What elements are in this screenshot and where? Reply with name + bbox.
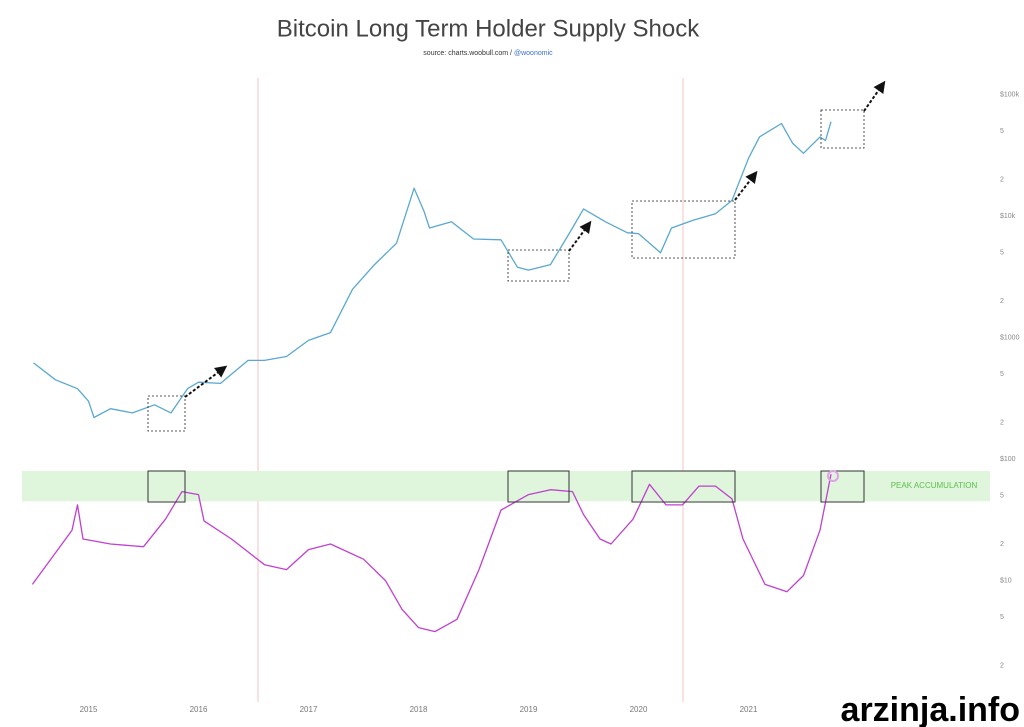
x-tick-label: 2021 bbox=[740, 705, 758, 714]
arrow bbox=[184, 365, 228, 398]
y-tick-label: 2 bbox=[1000, 541, 1004, 548]
series-line bbox=[33, 121, 832, 419]
y-tick-label: 5 bbox=[1000, 493, 1004, 500]
y-tick-label: $100k bbox=[1000, 92, 1020, 99]
source: source: charts.woobull.com / bbox=[423, 50, 512, 57]
y-tick-label: 5 bbox=[1000, 128, 1004, 135]
box bbox=[820, 470, 865, 503]
highlight bbox=[827, 470, 839, 482]
y-tick-label: $10k bbox=[1000, 213, 1016, 220]
y-tick-label: 5 bbox=[1000, 371, 1004, 378]
watermark: arzinja.info bbox=[841, 691, 1020, 727]
arrows bbox=[184, 80, 886, 398]
y-tick-label: 2 bbox=[1000, 662, 1004, 669]
y-tick-label: $1000 bbox=[1000, 335, 1020, 342]
x-tick-label: 2019 bbox=[520, 705, 538, 714]
arrow bbox=[568, 220, 592, 252]
price-boxes bbox=[147, 109, 865, 432]
peak-band bbox=[22, 470, 990, 502]
y-tick-label: 2 bbox=[1000, 419, 1004, 426]
x-tick-label: 2015 bbox=[80, 705, 98, 714]
box bbox=[507, 470, 570, 503]
y-tick-label: 2 bbox=[1000, 177, 1004, 184]
y-tick-label: $100 bbox=[1000, 456, 1016, 463]
y-tick-label: $10 bbox=[1000, 577, 1012, 584]
y-tick-label: 2 bbox=[1000, 298, 1004, 305]
box bbox=[147, 470, 186, 503]
source-link: @woonomic bbox=[514, 50, 553, 57]
y-tick-label: 5 bbox=[1000, 250, 1004, 257]
arrow bbox=[863, 80, 886, 112]
indicator-boxes bbox=[147, 470, 865, 503]
box bbox=[820, 109, 865, 149]
box bbox=[507, 249, 570, 282]
x-tick-label: 2018 bbox=[410, 705, 428, 714]
x-tick-label: 2017 bbox=[300, 705, 318, 714]
chart-title: Bitcoin Long Term Holder Supply Shock bbox=[277, 15, 700, 42]
series-line bbox=[31, 474, 832, 633]
x-tick-label: 2016 bbox=[190, 705, 208, 714]
y-tick-label: 5 bbox=[1000, 614, 1004, 621]
band-label: PEAK ACCUMULATION bbox=[891, 481, 978, 490]
x-tick-label: 2020 bbox=[630, 705, 648, 714]
arrow bbox=[734, 170, 758, 201]
box bbox=[631, 470, 736, 503]
halving-lines bbox=[257, 78, 684, 702]
